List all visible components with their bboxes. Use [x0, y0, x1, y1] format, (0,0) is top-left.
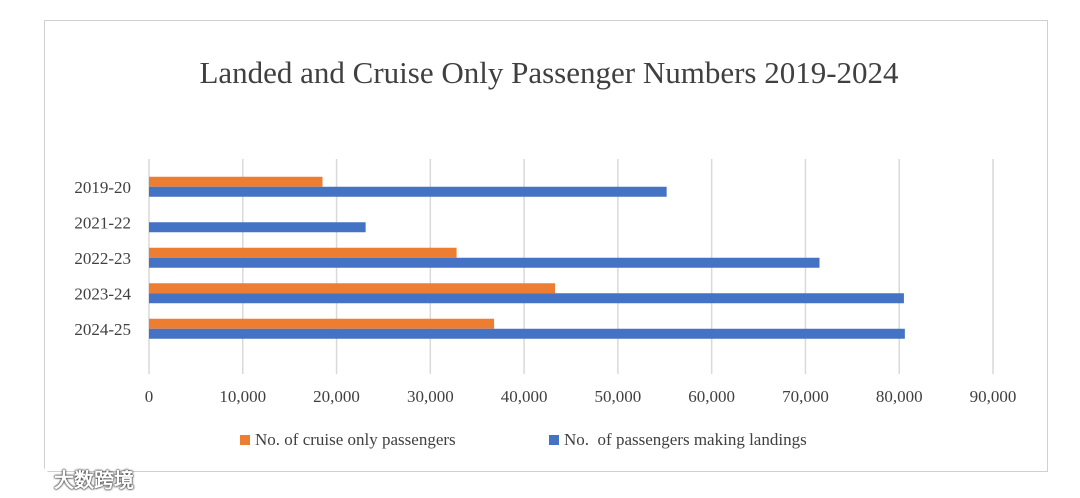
- watermark: 大数跨境: [8, 463, 134, 493]
- x-tick-label: 60,000: [688, 387, 735, 406]
- x-tick-label: 30,000: [407, 387, 454, 406]
- bar-landings: [149, 257, 820, 268]
- bar-landings: [149, 186, 667, 197]
- bar-cruise-only: [149, 247, 457, 258]
- y-category-label: 2023-24: [74, 284, 131, 303]
- x-tick-label: 40,000: [501, 387, 548, 406]
- bar-chart: Landed and Cruise Only Passenger Numbers…: [74, 55, 1017, 449]
- category-axis: 2019-20 2021-22 2022-23 2023-24 2024-25: [74, 178, 131, 339]
- legend-label: No. of cruise only passengers: [255, 430, 456, 449]
- x-tick-label: 20,000: [313, 387, 360, 406]
- watermark-text: 大数跨境: [54, 467, 134, 492]
- bar-landings: [149, 328, 905, 339]
- legend-swatch: [549, 435, 559, 445]
- y-category-label: 2022-23: [74, 249, 131, 268]
- bar-cruise-only: [149, 283, 556, 294]
- bar-cruise-only: [149, 176, 323, 187]
- chart-title: Landed and Cruise Only Passenger Numbers…: [199, 55, 899, 90]
- x-tick-label: 90,000: [970, 387, 1017, 406]
- bar-cruise-only: [149, 318, 495, 329]
- y-category-label: 2024-25: [74, 320, 131, 339]
- watermark-logo-icon: [9, 467, 49, 489]
- x-tick-label: 70,000: [782, 387, 829, 406]
- bar-landings: [149, 293, 904, 304]
- legend-swatch: [240, 435, 250, 445]
- x-tick-label: 50,000: [595, 387, 642, 406]
- chart-frame: Landed and Cruise Only Passenger Numbers…: [44, 20, 1048, 472]
- x-tick-label: 0: [145, 387, 154, 406]
- value-axis: 0 10,000 20,000 30,000 40,000 50,000 60,000 70,…: [145, 387, 1017, 406]
- x-tick-label: 10,000: [219, 387, 266, 406]
- bar-landings: [149, 222, 366, 233]
- bars: [149, 176, 905, 339]
- y-category-label: 2021-22: [74, 213, 131, 232]
- y-category-label: 2019-20: [74, 178, 131, 197]
- legend: No. of cruise only passengers No. of pass…: [240, 430, 807, 449]
- legend-label: No. of passengers making landings: [564, 430, 807, 449]
- x-tick-label: 80,000: [876, 387, 923, 406]
